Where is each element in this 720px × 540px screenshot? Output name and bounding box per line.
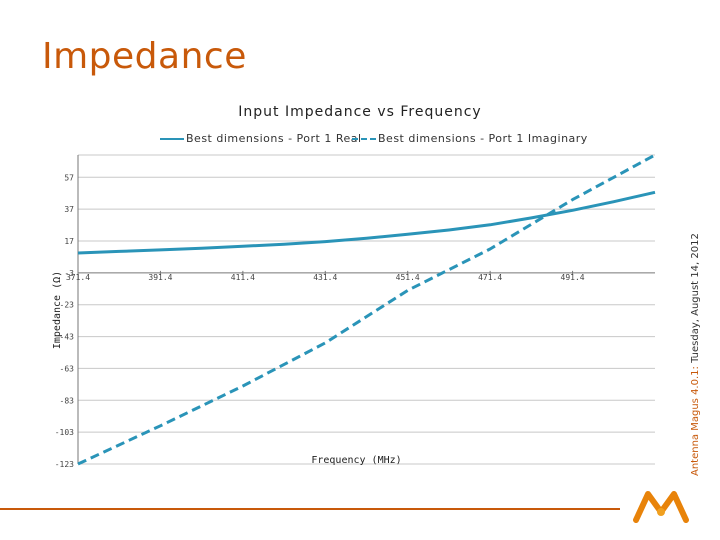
x-tick-label: 471.4: [478, 273, 502, 282]
x-tick-label: 451.4: [396, 273, 420, 282]
legend-label-imaginary: Best dimensions - Port 1 Imaginary: [378, 132, 588, 145]
y-tick-label: -123: [55, 460, 74, 469]
legend-item-real: Best dimensions - Port 1 Real: [160, 132, 362, 145]
y-tick-label: -103: [55, 428, 74, 437]
y-tick-label: -83: [60, 396, 75, 405]
y-tick-label: -3: [64, 269, 74, 278]
sidebar-date: Tuesday, August 14, 2012: [690, 233, 701, 367]
y-axis-label: Impedance (Ω): [52, 271, 63, 349]
series-line-imaginary: [77, 153, 656, 466]
legend-solid-line-icon: [160, 137, 184, 140]
x-tick-label: 491.4: [561, 273, 585, 282]
y-tick-label: 37: [64, 205, 74, 214]
x-tick-label: 411.4: [231, 273, 255, 282]
legend-item-imaginary: Best dimensions - Port 1 Imaginary: [352, 132, 588, 145]
legend-dashed-line-icon: [352, 137, 376, 140]
y-tick-label: 57: [64, 173, 74, 182]
x-tick-label: 371.4: [66, 273, 90, 282]
chart-title: Input Impedance vs Frequency: [238, 104, 482, 120]
slide-title: Impedance: [42, 36, 247, 77]
x-tick-label: 431.4: [313, 273, 337, 282]
x-tick-label: 391.4: [148, 273, 172, 282]
x-axis-label: Frequency (MHz): [311, 455, 401, 466]
series-line-real: [77, 190, 656, 255]
y-tick-label: -63: [60, 364, 75, 373]
y-tick-label: 17: [64, 237, 74, 246]
brand-logo-icon: [633, 491, 689, 523]
y-tick-label: -43: [60, 333, 75, 342]
bottom-accent-rule: [0, 508, 620, 510]
y-tick-label: -23: [60, 301, 75, 310]
sidebar-brand: Antenna Magus 4.0.1:: [690, 366, 701, 476]
sidebar-footer-text: Antenna Magus 4.0.1: Tuesday, August 14,…: [690, 233, 701, 476]
chart-legend: Best dimensions - Port 1 Real Best dimen…: [0, 132, 720, 148]
legend-label-real: Best dimensions - Port 1 Real: [186, 132, 362, 145]
